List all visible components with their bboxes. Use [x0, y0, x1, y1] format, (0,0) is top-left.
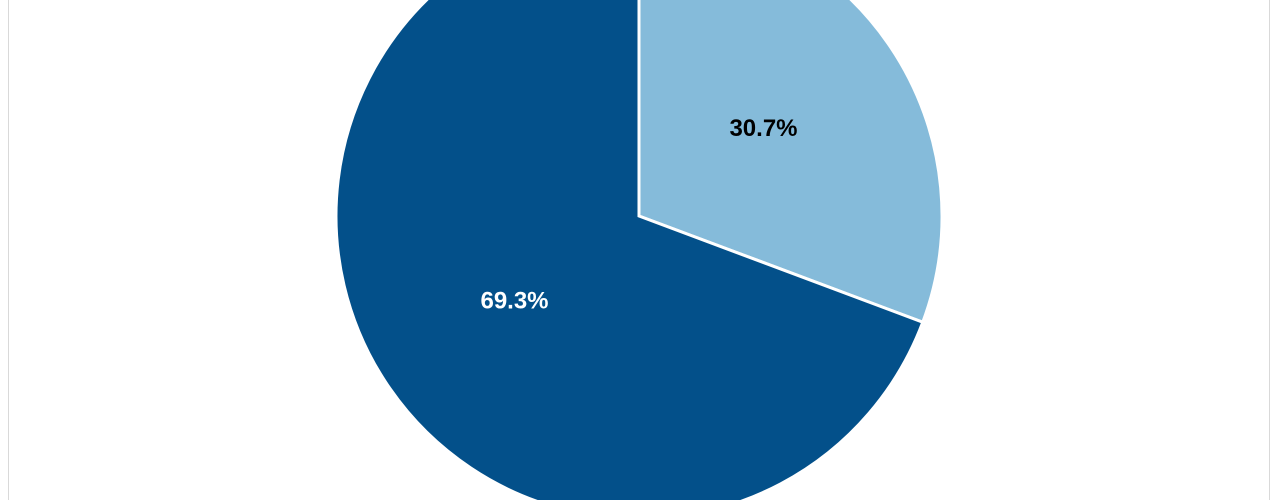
pie-slice: [637, 0, 944, 325]
data-label: 30.7%: [729, 115, 797, 142]
pie-slice: [334, 0, 925, 500]
data-label: 69.3%: [480, 288, 548, 315]
